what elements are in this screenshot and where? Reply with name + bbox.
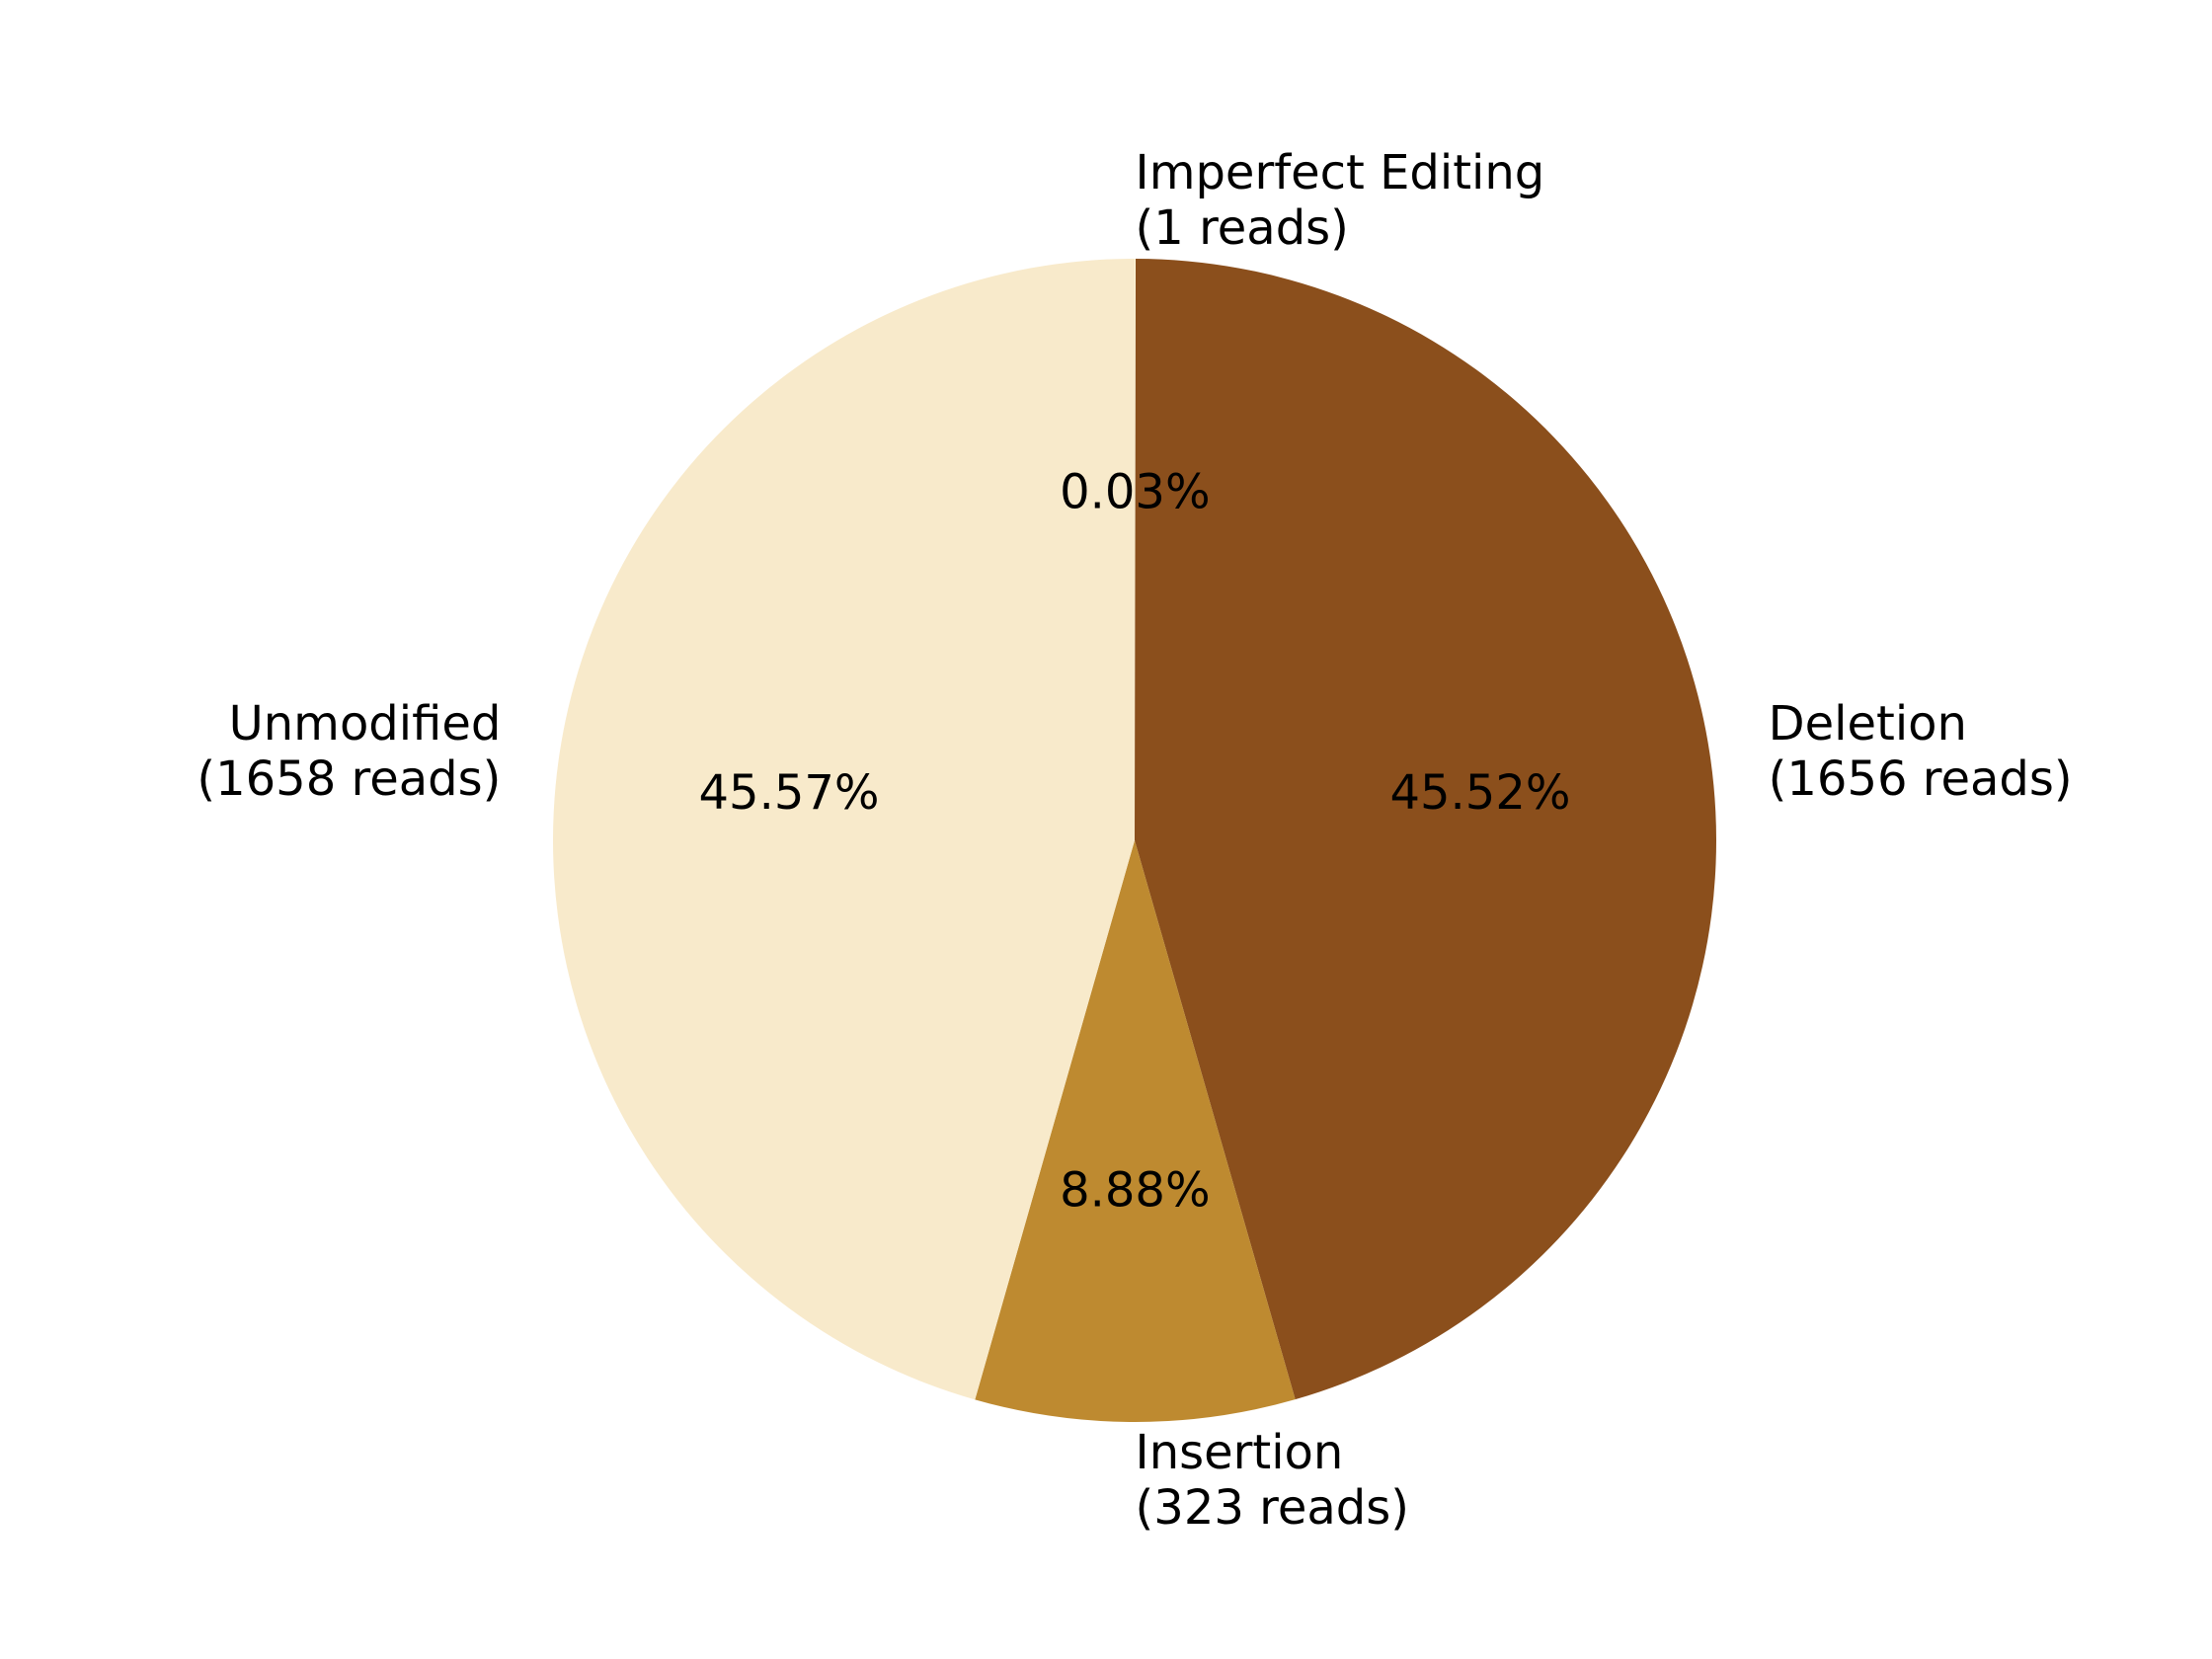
slice-percent-unmodified: 45.57% [698,765,879,821]
slice-percent-imperfect-editing: 0.03% [1060,465,1210,520]
slice-percent-insertion: 8.88% [1060,1162,1210,1218]
slice-label-insertion: Insertion (323 reads) [1136,1425,1409,1536]
slice-imperfect-editing [1135,259,1137,840]
slice-insertion [975,840,1296,1422]
slice-deletion [1135,259,1717,1400]
slice-label-unmodified: Unmodified (1658 reads) [197,696,501,807]
slice-percent-deletion: 45.52% [1389,765,1570,821]
slice-name: Insertion [1136,1425,1344,1480]
slice-label-imperfect-editing: Imperfect Editing (1 reads) [1136,145,1545,256]
slice-reads: (1658 reads) [197,751,501,807]
pie-slices [553,259,1717,1422]
slice-reads: (1 reads) [1136,200,1349,256]
slice-name: Imperfect Editing [1136,145,1545,200]
slice-reads: (1656 reads) [1769,751,2073,807]
slice-unmodified [553,259,1135,1400]
slice-reads: (323 reads) [1136,1480,1409,1536]
pie-labels: Imperfect Editing (1 reads)0.03%Deletion(… [197,145,2072,1536]
slice-name: Deletion [1769,696,1967,751]
slice-name: Unmodified [229,696,502,751]
slice-label-deletion: Deletion (1656 reads) [1769,696,2073,807]
